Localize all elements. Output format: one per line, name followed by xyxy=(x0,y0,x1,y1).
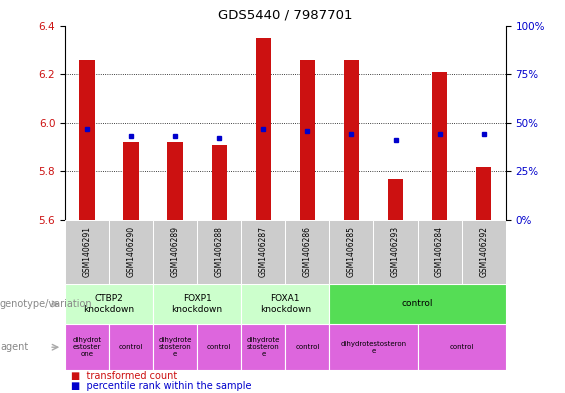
Text: control: control xyxy=(449,344,474,350)
Text: GSM1406291: GSM1406291 xyxy=(82,226,92,277)
Text: control: control xyxy=(119,344,144,350)
Bar xyxy=(418,220,462,284)
Text: FOXP1
knockdown: FOXP1 knockdown xyxy=(172,294,223,314)
Bar xyxy=(329,284,506,324)
Bar xyxy=(241,284,329,324)
Bar xyxy=(255,38,271,220)
Bar xyxy=(344,60,359,220)
Bar xyxy=(329,324,418,370)
Bar xyxy=(462,220,506,284)
Bar xyxy=(153,324,197,370)
Text: GSM1406284: GSM1406284 xyxy=(435,226,444,277)
Bar xyxy=(432,72,447,220)
Bar xyxy=(373,220,418,284)
Text: dihydrote
stosteron
e: dihydrote stosteron e xyxy=(246,337,280,357)
Bar xyxy=(167,142,183,220)
Text: GSM1406285: GSM1406285 xyxy=(347,226,356,277)
Bar xyxy=(211,145,227,220)
Text: FOXA1
knockdown: FOXA1 knockdown xyxy=(260,294,311,314)
Text: dihydrote
stosteron
e: dihydrote stosteron e xyxy=(158,337,192,357)
Text: ■  percentile rank within the sample: ■ percentile rank within the sample xyxy=(71,381,251,391)
Text: dihydrot
estoster
one: dihydrot estoster one xyxy=(72,337,102,357)
Bar xyxy=(197,220,241,284)
Text: genotype/variation: genotype/variation xyxy=(0,299,93,309)
Text: GSM1406293: GSM1406293 xyxy=(391,226,400,277)
Bar xyxy=(329,220,373,284)
Bar xyxy=(299,60,315,220)
Bar xyxy=(65,324,109,370)
Text: GSM1406289: GSM1406289 xyxy=(171,226,180,277)
Bar xyxy=(388,179,403,220)
Text: control: control xyxy=(207,344,232,350)
Bar xyxy=(285,220,329,284)
Text: control: control xyxy=(295,344,320,350)
Bar xyxy=(123,142,139,220)
Bar xyxy=(109,324,153,370)
Text: CTBP2
knockdown: CTBP2 knockdown xyxy=(84,294,134,314)
Title: GDS5440 / 7987701: GDS5440 / 7987701 xyxy=(218,9,353,22)
Bar xyxy=(241,220,285,284)
Bar xyxy=(153,284,241,324)
Text: agent: agent xyxy=(0,342,28,352)
Bar xyxy=(65,220,109,284)
Text: GSM1406288: GSM1406288 xyxy=(215,226,224,277)
Bar xyxy=(197,324,241,370)
Text: control: control xyxy=(402,299,433,309)
Bar xyxy=(418,324,506,370)
Text: GSM1406286: GSM1406286 xyxy=(303,226,312,277)
Bar xyxy=(79,60,95,220)
Bar xyxy=(476,167,492,220)
Text: ■  transformed count: ■ transformed count xyxy=(71,371,177,382)
Text: GSM1406292: GSM1406292 xyxy=(479,226,488,277)
Bar xyxy=(153,220,197,284)
Bar xyxy=(285,324,329,370)
Text: GSM1406290: GSM1406290 xyxy=(127,226,136,277)
Text: GSM1406287: GSM1406287 xyxy=(259,226,268,277)
Text: dihydrotestosteron
e: dihydrotestosteron e xyxy=(340,341,407,354)
Bar xyxy=(109,220,153,284)
Bar xyxy=(241,324,285,370)
Bar xyxy=(65,284,153,324)
